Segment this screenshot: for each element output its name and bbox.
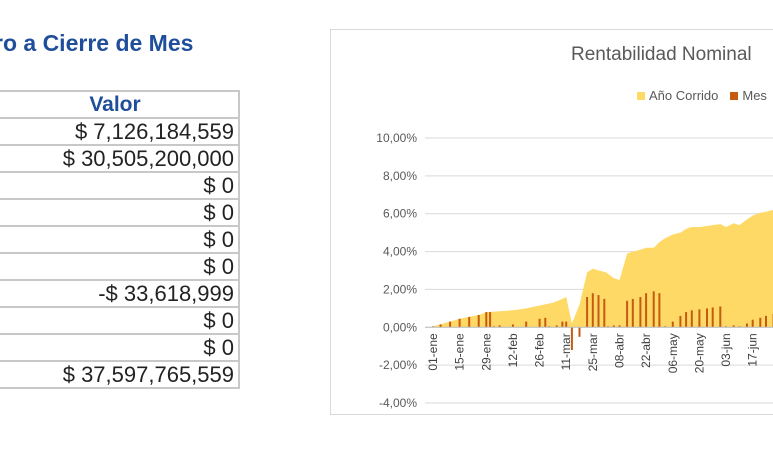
y-tick-label: -4,00% xyxy=(379,396,417,410)
bar-mes xyxy=(738,326,741,328)
chart-svg: 10,00% 8,00% 6,00% 4,00% 2,00% 0,00% -2,00% -4,… xyxy=(376,131,773,410)
table-row[interactable]: $ 0 xyxy=(0,333,240,362)
bar-mes xyxy=(698,309,701,328)
chart-area[interactable]: 10,00% 8,00% 6,00% 4,00% 2,00% 0,00% -2,00% -4,… xyxy=(330,29,773,415)
table-row[interactable]: $ 7,126,184,559 xyxy=(0,117,240,146)
x-tick-label: 03-jun xyxy=(719,333,733,366)
x-tick-label: 12-feb xyxy=(506,333,520,367)
bar-mes xyxy=(578,327,581,337)
bar-mes xyxy=(631,298,634,328)
legend-swatch-month xyxy=(730,92,739,100)
table-row[interactable]: $ 0 xyxy=(0,225,240,254)
bar-mes xyxy=(597,295,600,328)
bar-mes xyxy=(690,310,693,328)
x-tick-label: 11-mar xyxy=(559,333,573,370)
bar-mes xyxy=(591,293,594,328)
table-row[interactable]: $ 0 xyxy=(0,252,240,281)
x-tick-label: 06-may xyxy=(666,333,680,373)
bar-mes xyxy=(561,321,564,328)
bar-mes xyxy=(652,291,655,328)
bar-mes xyxy=(618,325,621,328)
bar-mes xyxy=(458,318,461,328)
bar-mes xyxy=(485,312,488,328)
y-tick-label: 8,00% xyxy=(383,169,417,183)
table-title: ro a Cierre de Mes xyxy=(0,30,194,56)
x-tick-label: 08-abr xyxy=(612,333,626,368)
bar-mes xyxy=(449,321,452,328)
chart-title: Rentabilidad Nominal xyxy=(571,44,752,65)
bar-mes xyxy=(671,321,674,328)
y-tick-label: -2,00% xyxy=(379,358,417,372)
legend-swatch-year xyxy=(637,92,645,100)
bar-mes xyxy=(548,326,551,328)
bar-mes xyxy=(586,297,589,328)
bar-mes xyxy=(612,325,615,328)
x-tick-label: 29-ene xyxy=(479,333,493,371)
bar-mes xyxy=(746,323,748,328)
bar-mes xyxy=(679,315,682,328)
bar-mes xyxy=(439,324,442,328)
x-tick-label: 15-ene xyxy=(453,333,467,371)
bar-mes xyxy=(477,315,480,328)
legend-item-month[interactable]: Mes xyxy=(730,88,767,103)
bar-mes xyxy=(725,326,727,328)
y-tick-label: 6,00% xyxy=(383,207,417,221)
bar-mes xyxy=(538,318,541,328)
bar-mes xyxy=(765,315,767,328)
table-row[interactable]: -$ 33,618,999 xyxy=(0,279,240,308)
bar-mes xyxy=(751,319,754,328)
legend-label: Año Corrido xyxy=(649,88,719,103)
table-row[interactable]: $ 30,505,200,000 xyxy=(0,144,240,173)
bar-mes xyxy=(511,324,514,328)
bar-mes xyxy=(544,317,547,328)
bar-mes xyxy=(645,293,648,328)
bar-mes xyxy=(759,317,762,328)
bar-mes xyxy=(719,306,722,328)
bar-mes xyxy=(626,300,629,328)
value-table: Valor $ 7,126,184,559 $ 30,505,200,000 $… xyxy=(0,90,240,389)
bar-mes xyxy=(732,325,735,328)
bar-mes xyxy=(658,293,661,328)
bar-mes xyxy=(492,326,495,328)
bar-mes xyxy=(498,325,501,328)
bar-mes xyxy=(603,298,606,328)
legend-label: Mes xyxy=(742,88,767,103)
table-row[interactable]: $ 0 xyxy=(0,171,240,200)
x-tick-label: 17-jun xyxy=(746,333,760,366)
bar-mes xyxy=(468,316,471,328)
bar-mes xyxy=(685,312,688,328)
chart-legend: Año Corrido Mes xyxy=(637,88,773,103)
series-area-ano-corrido xyxy=(433,210,773,328)
y-tick-label: 4,00% xyxy=(383,245,417,259)
table-row[interactable]: $ 0 xyxy=(0,198,240,227)
bar-mes xyxy=(489,312,492,328)
x-tick-label: 25-mar xyxy=(586,333,600,371)
bar-mes xyxy=(706,308,708,328)
x-tick-label: 20-may xyxy=(692,333,706,373)
bar-mes xyxy=(565,321,568,328)
value-column-header: Valor xyxy=(0,90,240,119)
table-row[interactable]: $ 0 xyxy=(0,306,240,335)
y-tick-label: 0,00% xyxy=(383,320,417,334)
bar-mes xyxy=(555,325,558,328)
bar-mes xyxy=(570,327,573,350)
bar-mes xyxy=(639,297,642,328)
bar-mes xyxy=(711,307,714,328)
bar-mes xyxy=(664,326,667,328)
y-tick-label: 2,00% xyxy=(383,282,417,296)
x-tick-label: 01-ene xyxy=(426,333,440,371)
bar-mes xyxy=(525,321,528,328)
x-tick-label: 22-abr xyxy=(639,333,653,368)
x-tick-label: 26-feb xyxy=(533,333,547,367)
bar-mes xyxy=(607,326,610,328)
legend-item-year[interactable]: Año Corrido xyxy=(637,88,718,103)
total-row[interactable]: $ 37,597,765,559 xyxy=(0,360,240,389)
bar-mes xyxy=(432,326,434,328)
y-tick-label: 10,00% xyxy=(376,131,417,145)
